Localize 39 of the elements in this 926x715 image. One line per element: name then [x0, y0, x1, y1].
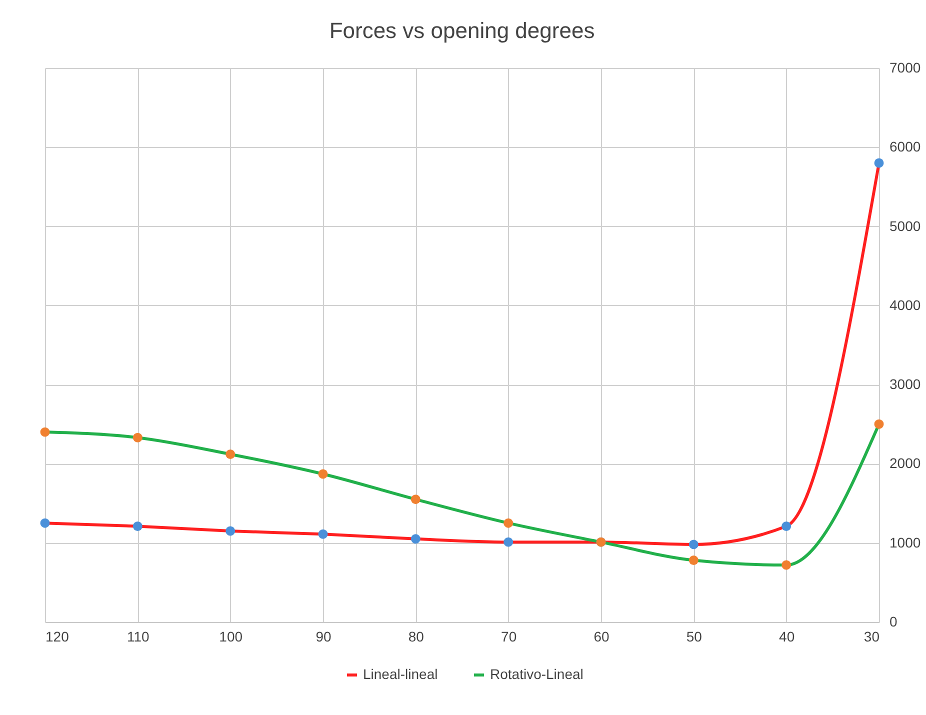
- x-tick-label: 90: [316, 628, 332, 644]
- x-tick-label: 30: [864, 628, 880, 644]
- point: [132, 432, 142, 442]
- point: [226, 526, 236, 536]
- point: [226, 449, 236, 459]
- y-tick-label: 6000: [890, 138, 921, 155]
- y-tick-label: 4000: [890, 296, 921, 313]
- point: [40, 518, 50, 528]
- point: [504, 518, 514, 528]
- point: [40, 427, 50, 437]
- y-tick-label: 5000: [890, 218, 921, 234]
- chart-title: Forces vs opening degrees: [329, 18, 595, 43]
- y-tick-label: 2000: [890, 455, 921, 472]
- x-tick-label: 70: [501, 628, 517, 644]
- legend-label: Rotativo-Lineal: [490, 666, 584, 682]
- point: [318, 469, 328, 479]
- point: [504, 537, 514, 547]
- y-tick-label: 7000: [890, 60, 921, 76]
- x-tick-label: 120: [46, 628, 70, 644]
- point: [410, 534, 420, 544]
- y-tick-label: 1000: [890, 534, 921, 550]
- x-tick-label: 100: [219, 628, 243, 644]
- point: [318, 529, 328, 539]
- x-tick-label: 110: [127, 628, 150, 644]
- x-tick-label: 50: [686, 628, 702, 644]
- point: [782, 560, 792, 570]
- point: [688, 556, 698, 565]
- point: [874, 419, 884, 429]
- y-tick-label: 0: [890, 614, 898, 630]
- point: [410, 494, 420, 504]
- x-tick-label: 40: [779, 628, 795, 644]
- y-tick-label: 3000: [890, 376, 921, 392]
- legend-label: Lineal-lineal: [363, 666, 438, 682]
- point: [688, 540, 698, 550]
- point: [782, 522, 792, 531]
- x-tick-label: 80: [408, 628, 424, 644]
- x-tick-label: 60: [594, 628, 610, 644]
- point: [132, 522, 142, 531]
- point: [874, 158, 884, 168]
